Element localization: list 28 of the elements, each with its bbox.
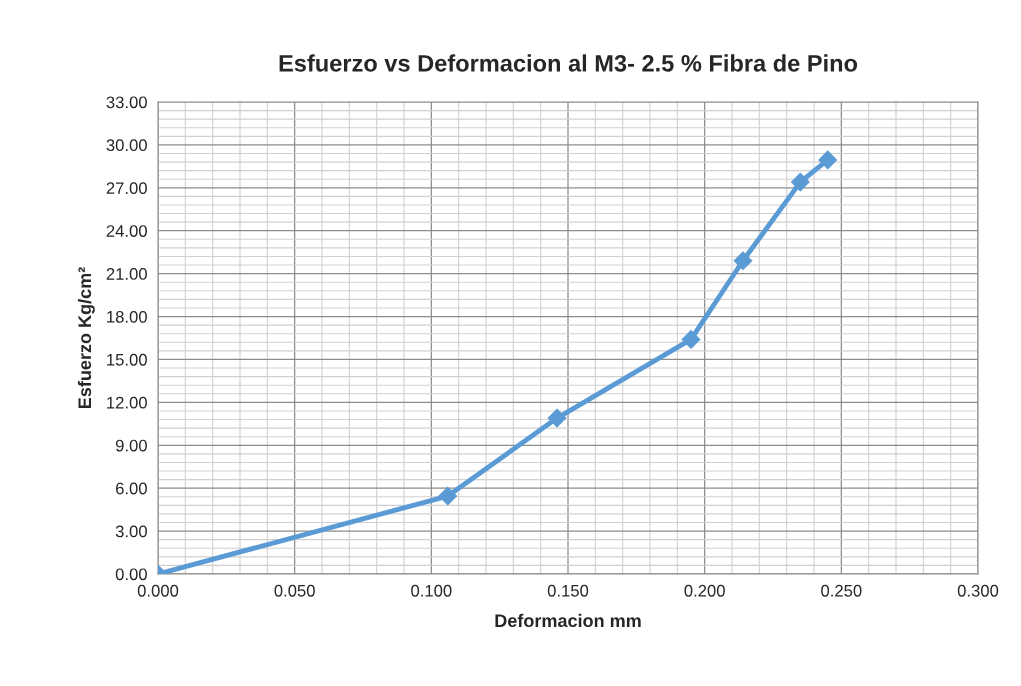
- x-tick-label: 0.250: [821, 584, 862, 597]
- x-tick-label: 0.100: [411, 584, 452, 597]
- point: [790, 172, 810, 192]
- y-tick-label: 6.00: [115, 482, 147, 495]
- y-tick-label: 15.00: [107, 353, 147, 366]
- x-axis-title: Deformacion mm: [495, 613, 641, 628]
- x-tick-label: 0.150: [547, 584, 589, 597]
- y-tick-label: 30.00: [106, 139, 147, 152]
- point: [818, 150, 838, 170]
- y-tick-label: 3.00: [115, 525, 147, 538]
- x-tick-label: 0.200: [684, 584, 725, 597]
- point: [733, 251, 753, 271]
- point: [547, 408, 567, 428]
- x-tick-label: 0.300: [957, 584, 999, 597]
- y-tick-label: 24.00: [106, 225, 147, 237]
- y-axis-title: Esfuerzo Kg/cm²: [77, 267, 95, 409]
- y-tick-label: 12.00: [107, 396, 147, 409]
- point: [438, 486, 458, 506]
- y-tick-label: 0.00: [115, 568, 147, 581]
- y-tick-label: 18.00: [107, 310, 147, 323]
- chart-title: Esfuerzo vs Deformacion al M3- 2.5 % Fibra de Pino: [279, 54, 858, 72]
- y-tick-label: 9.00: [115, 439, 147, 452]
- y-tick-label: 27.00: [106, 182, 147, 195]
- y-tick-label: 33.00: [106, 96, 147, 109]
- point: [681, 330, 701, 349]
- x-tick-label: 0.000: [137, 584, 179, 597]
- x-tick-label: 0.050: [274, 584, 315, 597]
- y-tick-label: 21.00: [106, 268, 147, 280]
